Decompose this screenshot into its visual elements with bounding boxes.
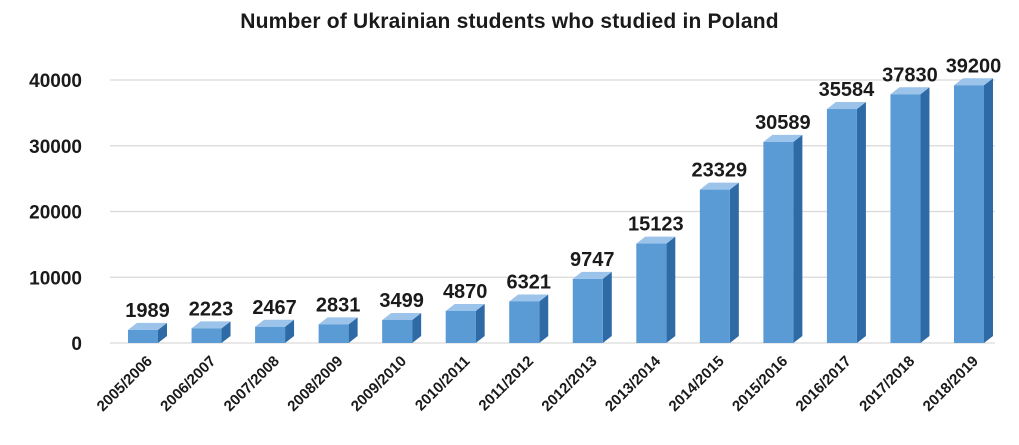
bar — [191, 321, 231, 343]
bar-front — [763, 141, 794, 343]
chart-title: Number of Ukrainian students who studied… — [240, 10, 779, 33]
data-label: 2223 — [189, 298, 234, 320]
bar-side — [221, 321, 231, 343]
bar-top — [191, 321, 231, 329]
data-label: 4870 — [443, 281, 488, 303]
bar-side — [793, 134, 803, 343]
bar — [382, 312, 422, 343]
data-label: 3499 — [379, 290, 424, 312]
bar — [763, 134, 803, 343]
x-tick-label: 2008/2009 — [284, 353, 346, 415]
data-labels: 1989 2223 2467 2831 3499 4870 6321 9747 15123 233… — [125, 55, 1001, 322]
bar-front — [191, 328, 222, 343]
bars — [128, 78, 993, 343]
bar-front — [826, 109, 857, 343]
bar-side — [539, 294, 549, 343]
x-tick-label: 2012/2013 — [538, 353, 600, 415]
y-axis-tick-labels: 0 10000 20000 30000 40000 — [29, 71, 82, 355]
bar-side — [729, 182, 739, 343]
bar-top — [890, 87, 930, 95]
bar-front — [509, 301, 540, 343]
bar — [255, 319, 295, 343]
bar-front — [572, 278, 603, 343]
bar-top — [445, 303, 485, 311]
x-tick-label: 2017/2018 — [856, 353, 918, 415]
bar — [699, 182, 739, 343]
data-label: 35584 — [819, 79, 875, 101]
bar — [445, 303, 485, 343]
bar-front — [954, 85, 984, 343]
x-axis-category-labels: 2005/2006 2006/2007 2007/2008 2008/2009 2009… — [94, 352, 982, 415]
bar-front — [890, 94, 921, 343]
bar-side — [666, 236, 676, 343]
bar-front — [445, 310, 476, 343]
y-tick-label: 20000 — [29, 203, 82, 224]
x-tick-label: 2014/2015 — [666, 353, 728, 415]
x-tick-label: 2015/2016 — [729, 353, 791, 415]
bar-top — [128, 322, 167, 330]
data-label: 9747 — [570, 249, 615, 271]
bar-side — [920, 87, 930, 343]
bar-front — [636, 243, 667, 343]
bar-side — [602, 271, 612, 343]
bar — [318, 317, 358, 343]
bar-side — [348, 317, 358, 343]
x-tick-label: 2010/2011 — [412, 353, 474, 415]
bar — [128, 322, 167, 343]
bar-top — [954, 78, 993, 86]
data-label: 2467 — [252, 297, 297, 319]
x-tick-label: 2018/2019 — [920, 353, 982, 415]
data-label: 15123 — [628, 214, 684, 236]
bar-front — [382, 319, 413, 343]
bar-top — [509, 294, 549, 302]
bar-top — [636, 236, 676, 244]
x-tick-label: 2016/2017 — [793, 353, 855, 415]
bar — [572, 271, 612, 343]
bar-side — [475, 303, 485, 343]
data-label: 1989 — [125, 300, 170, 322]
x-tick-label: 2007/2008 — [221, 353, 283, 415]
bar-front — [128, 329, 158, 343]
data-label: 30589 — [755, 112, 811, 134]
data-label: 23329 — [692, 160, 748, 182]
data-label: 37830 — [882, 64, 938, 86]
bar — [954, 78, 993, 343]
bar-front — [255, 326, 286, 343]
bar-top — [763, 134, 803, 142]
bar-top — [826, 102, 866, 110]
x-tick-label: 2013/2014 — [602, 352, 665, 415]
x-tick-label: 2005/2006 — [94, 353, 156, 415]
bar-front — [318, 324, 349, 343]
bar-side — [158, 322, 167, 343]
bar-top — [318, 317, 358, 325]
y-tick-label: 40000 — [29, 71, 82, 92]
x-tick-label: 2011/2012 — [475, 353, 537, 415]
bar-side — [984, 78, 993, 343]
x-tick-label: 2009/2010 — [348, 353, 410, 415]
data-label: 6321 — [506, 271, 551, 293]
bar-side — [856, 102, 866, 343]
bar — [636, 236, 676, 343]
bar-top — [255, 319, 295, 327]
y-tick-label: 0 — [71, 334, 82, 355]
bar-top — [382, 312, 422, 320]
bar-side — [412, 312, 422, 343]
data-label: 39200 — [946, 55, 1002, 77]
x-tick-label: 2006/2007 — [157, 353, 219, 415]
y-tick-label: 10000 — [29, 268, 82, 289]
bar — [826, 102, 866, 343]
bar-side — [285, 319, 295, 343]
data-label: 2831 — [316, 294, 361, 316]
bar-top — [699, 182, 739, 190]
bar — [509, 294, 549, 343]
bar-top — [572, 271, 612, 279]
y-tick-label: 30000 — [29, 137, 82, 158]
bar-front — [699, 189, 730, 343]
bar — [890, 87, 930, 343]
